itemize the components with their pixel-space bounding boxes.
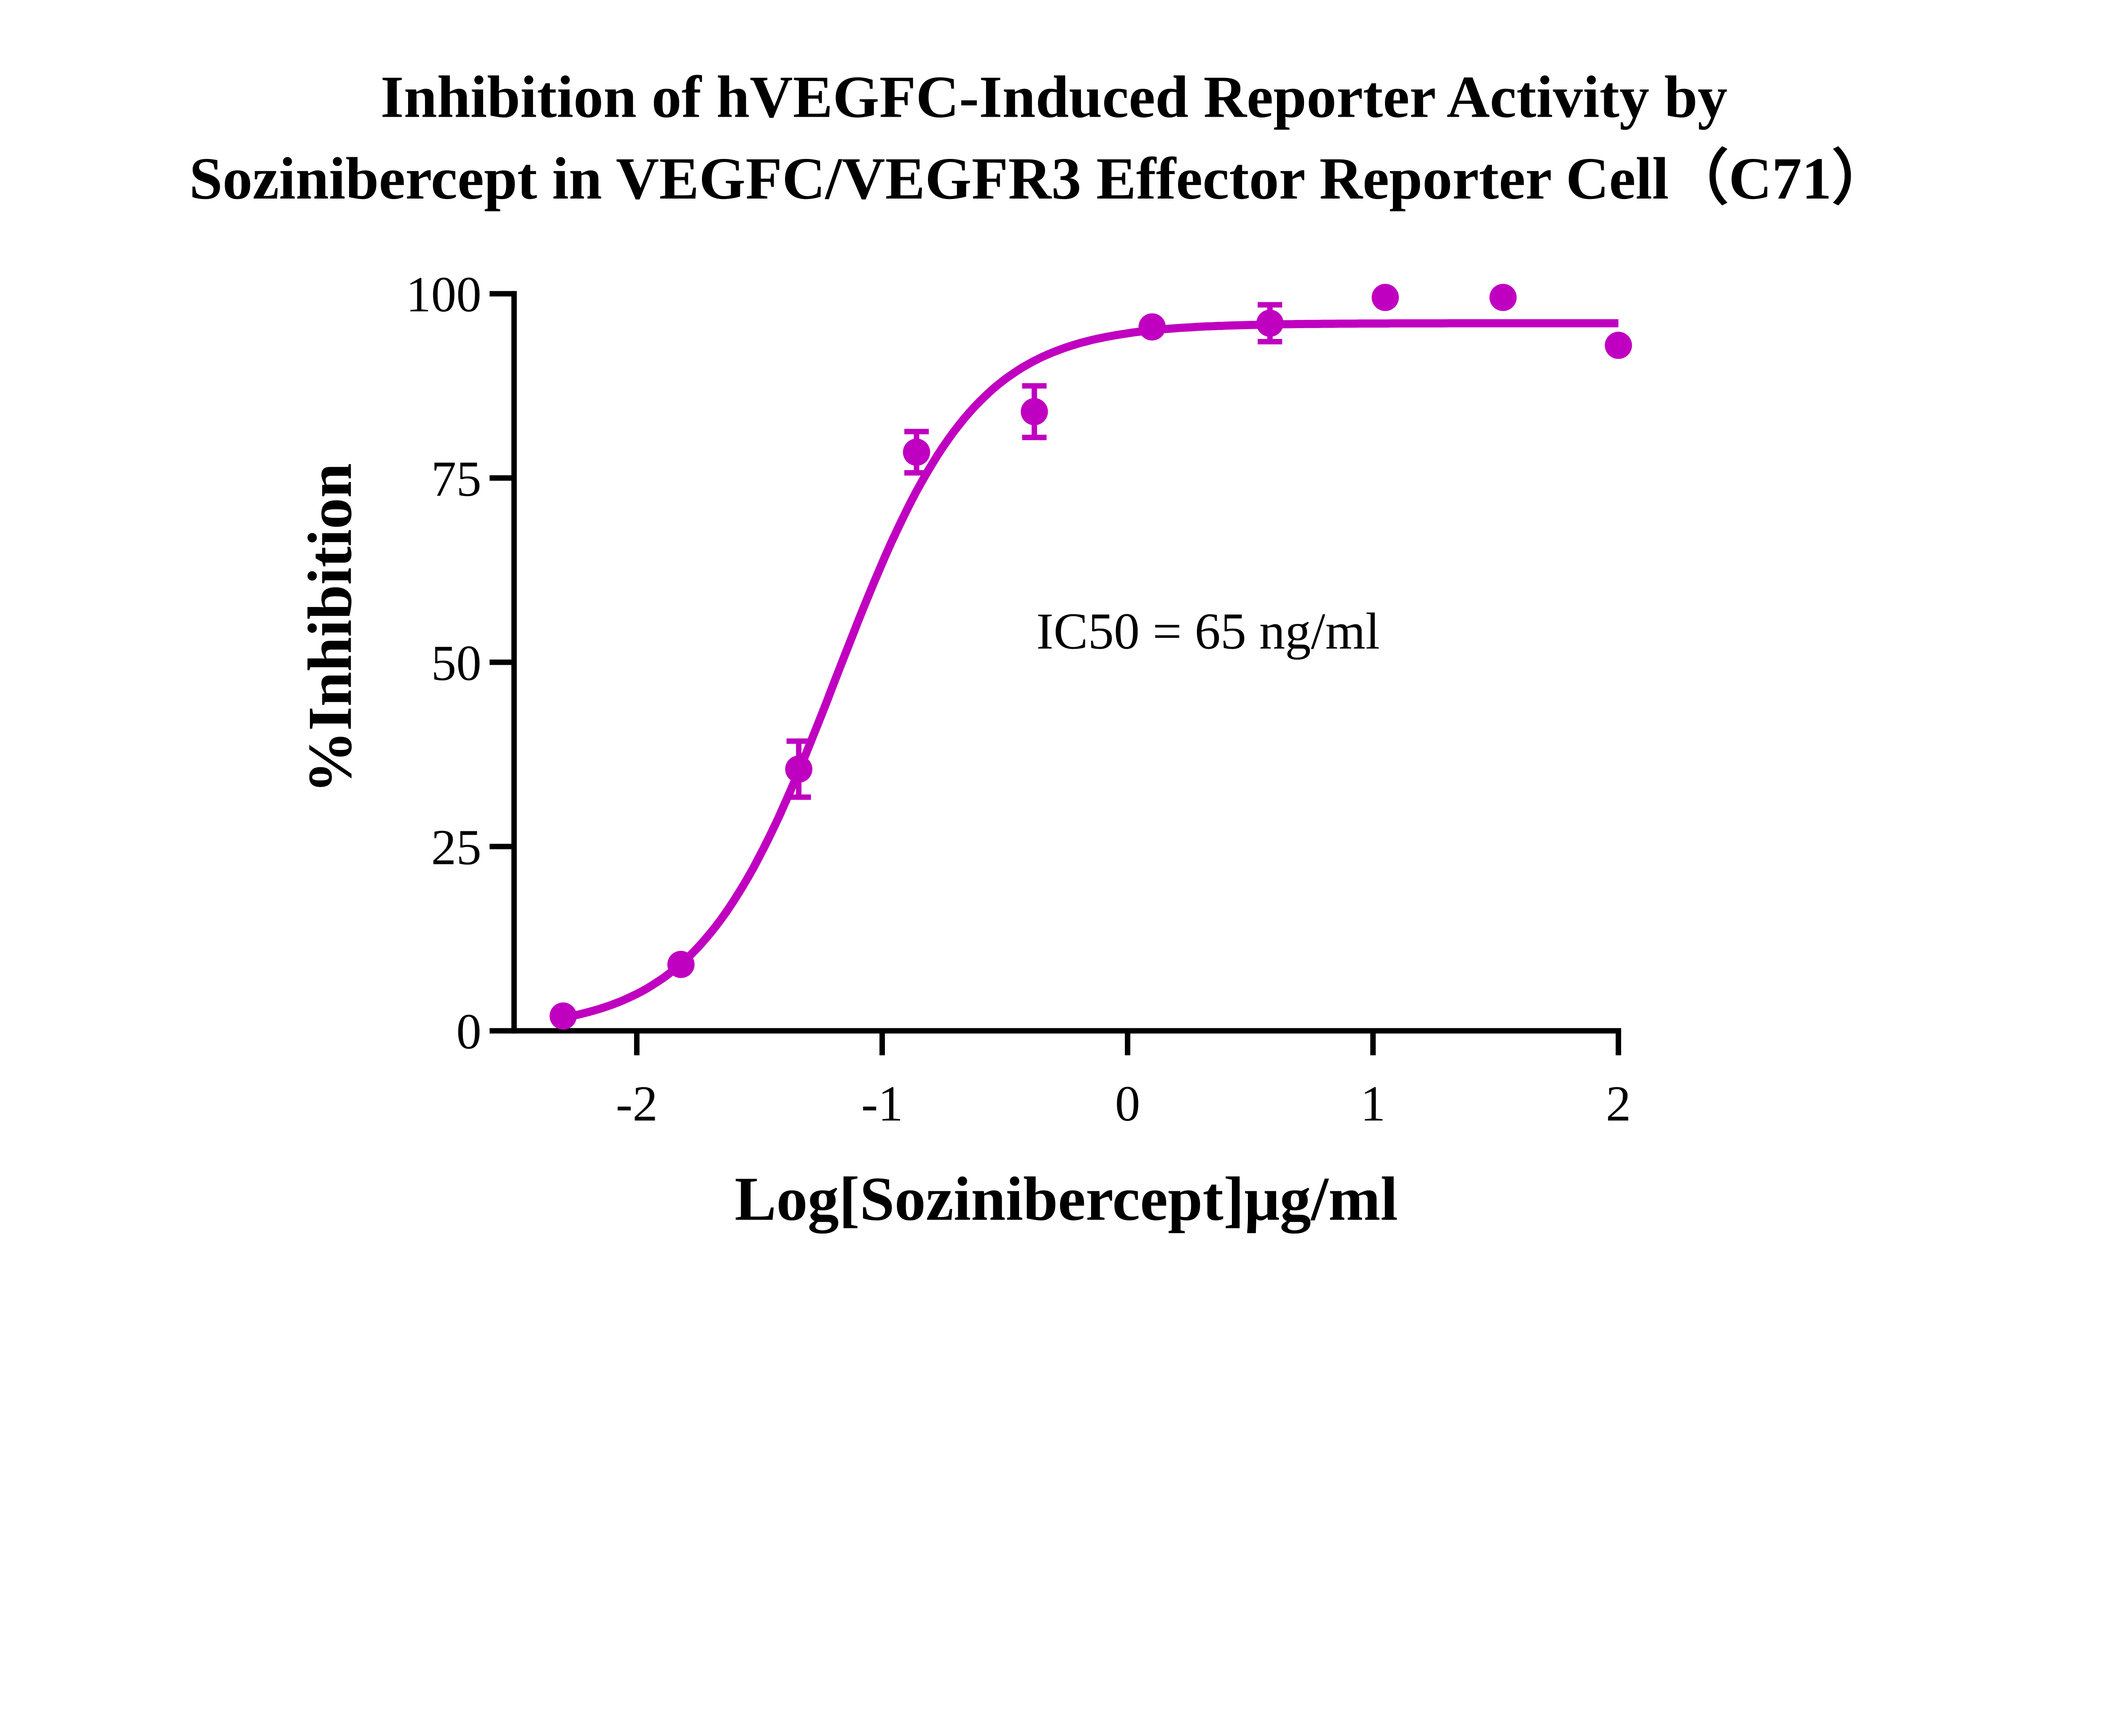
- fit-curve: [562, 319, 1619, 1022]
- y-tick-label: 50: [431, 635, 481, 691]
- x-tick-label: 2: [1606, 1076, 1631, 1131]
- ic50-annotation: IC50 = 65 ng/ml: [1036, 603, 1380, 660]
- data-point: [667, 951, 695, 978]
- data-point: [785, 755, 812, 783]
- x-tick-label: -2: [616, 1076, 658, 1131]
- data-point: [1138, 313, 1166, 341]
- chart: Inhibition of hVEGFC-Induced Reporter Ac…: [189, 64, 1892, 1234]
- data-point: [549, 1002, 577, 1030]
- y-axis-label: %Inhibition: [296, 463, 365, 793]
- data-point: [1371, 284, 1399, 311]
- x-tick-label: 1: [1361, 1076, 1386, 1131]
- x-axis-label: Log[Sozinibercept]μg/ml: [734, 1165, 1398, 1234]
- data-point: [903, 438, 930, 466]
- y-tick-label: 100: [406, 267, 481, 322]
- chart-title-line-2: Sozinibercept in VEGFC/VEGFR3 Effector R…: [189, 145, 1892, 212]
- chart-title-line-1: Inhibition of hVEGFC-Induced Reporter Ac…: [381, 64, 1728, 130]
- axes: 0 25 50 75 100 -2 -1 0 1 2: [406, 267, 1631, 1131]
- y-tick-label: 0: [456, 1004, 481, 1059]
- y-tick-label: 25: [431, 820, 481, 875]
- x-tick-label: 0: [1115, 1076, 1140, 1131]
- data-point: [1021, 398, 1048, 425]
- data-point: [1605, 331, 1632, 359]
- data-point: [1256, 309, 1284, 337]
- data-points: [549, 284, 1632, 1030]
- data-point: [1489, 284, 1517, 311]
- x-tick-label: -1: [861, 1076, 903, 1131]
- y-tick-label: 75: [431, 451, 481, 507]
